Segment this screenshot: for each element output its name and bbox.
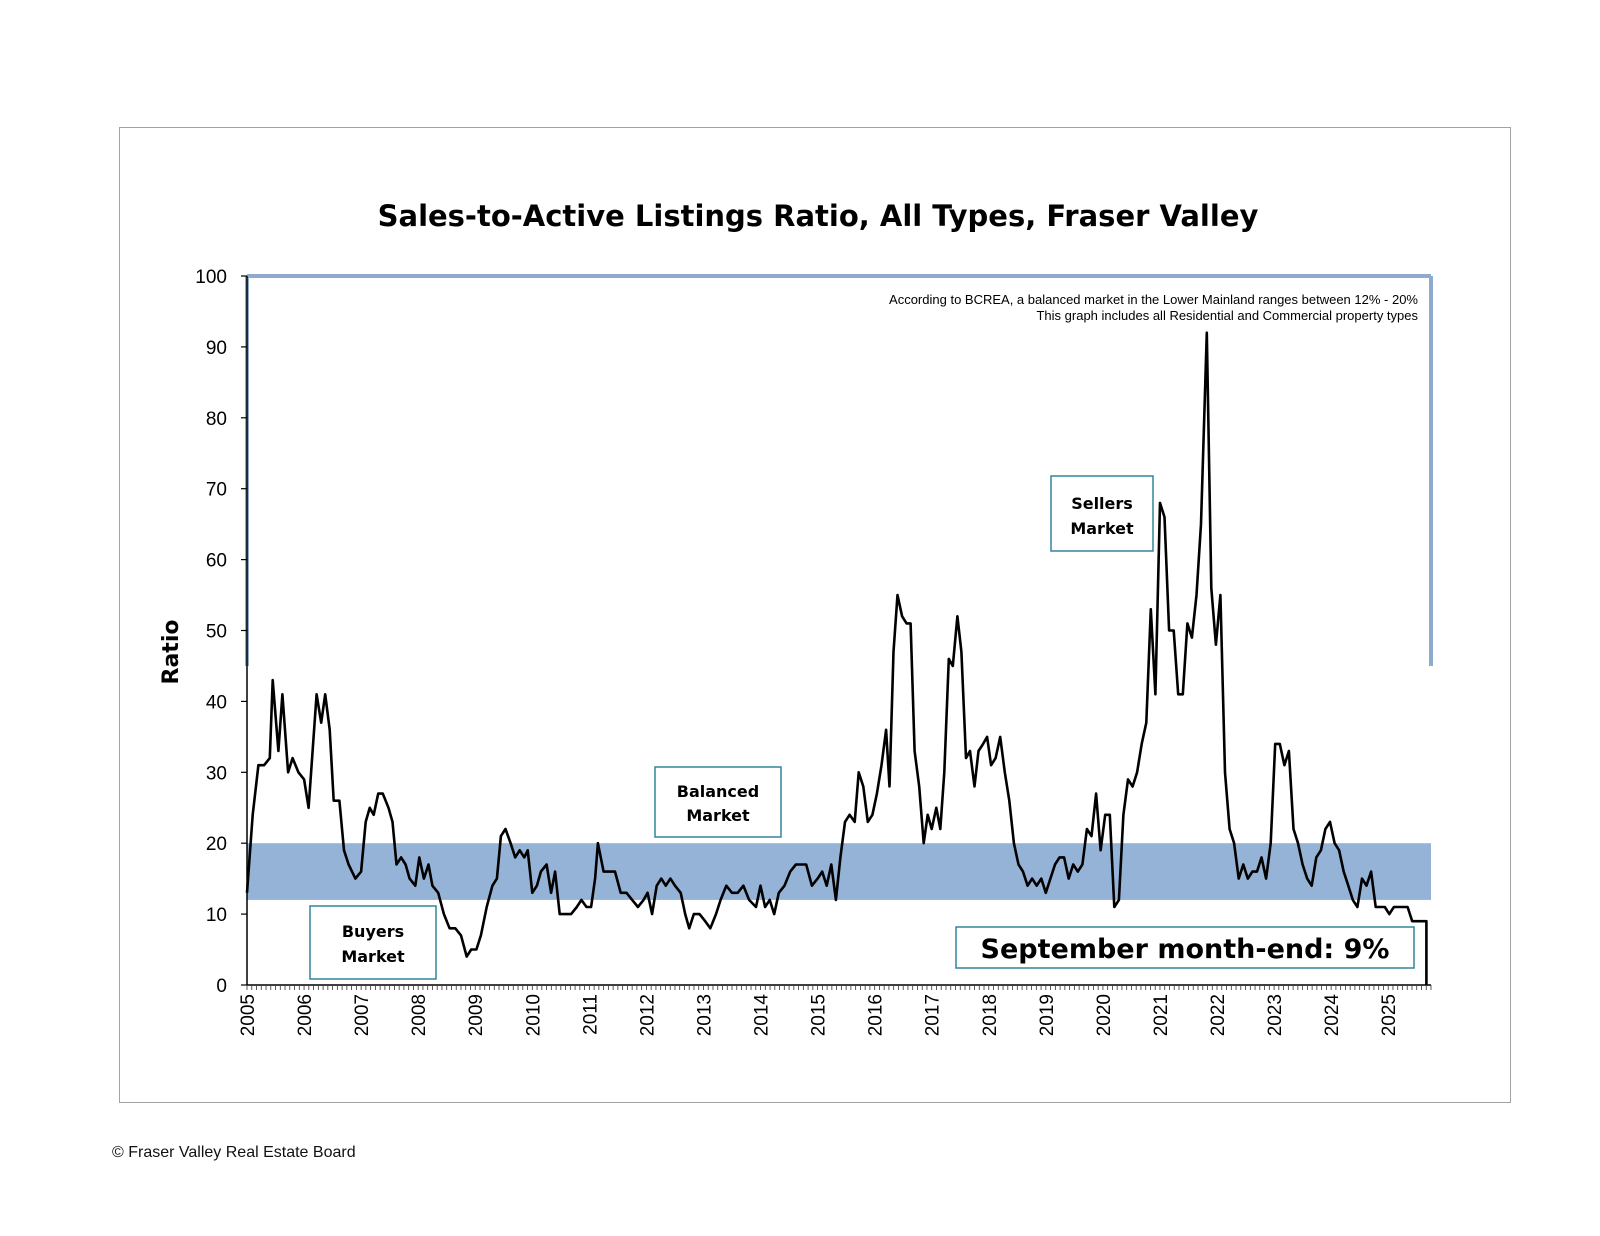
x-tick-label: 2022 (1208, 994, 1229, 1036)
balanced-market-label-line1: Balanced (677, 782, 759, 801)
y-tick-label: 30 (206, 763, 227, 784)
y-tick-label: 20 (206, 834, 227, 855)
y-tick-label: 40 (206, 692, 227, 713)
x-tick-label: 2018 (980, 994, 1001, 1036)
x-tick-label: 2011 (580, 994, 601, 1035)
y-tick-label: 90 (206, 338, 227, 359)
y-tick-label: 80 (206, 409, 227, 430)
y-tick-label: 10 (206, 905, 227, 926)
balanced-market-label-line2: Market (686, 806, 750, 825)
x-tick-label: 2007 (352, 994, 373, 1036)
sellers-market-label-line1: Sellers (1071, 494, 1133, 513)
chart-frame (119, 127, 1511, 1103)
month-end-callout: September month-end: 9% (955, 926, 1415, 969)
note-property-types: This graph includes all Residential and … (1036, 308, 1418, 323)
x-tick-label: 2009 (466, 994, 487, 1036)
note-balanced-range: According to BCREA, a balanced market in… (889, 292, 1418, 307)
y-tick-label: 50 (206, 622, 227, 643)
x-tick-label: 2019 (1037, 994, 1058, 1036)
month-end-callout-text: September month-end: 9% (981, 934, 1390, 965)
buyers-market-label-line1: Buyers (342, 922, 404, 941)
x-tick-label: 2005 (238, 994, 259, 1036)
x-tick-label: 2021 (1151, 994, 1172, 1036)
balanced-market-box: Balanced Market (654, 766, 782, 838)
sellers-market-label-line2: Market (1070, 519, 1134, 538)
y-tick-label: 60 (206, 551, 227, 572)
y-tick-label: 100 (195, 267, 227, 288)
plot-border (245, 274, 1433, 666)
x-tick-label: 2014 (752, 994, 773, 1037)
x-tick-label: 2017 (923, 994, 944, 1036)
y-axis-label: Ratio (159, 620, 184, 685)
x-tick-label: 2024 (1322, 994, 1343, 1037)
sellers-market-box: Sellers Market (1050, 475, 1154, 552)
x-tick-label: 2016 (866, 994, 887, 1036)
x-tick-label: 2010 (523, 994, 544, 1036)
x-tick-label: 2013 (694, 994, 715, 1036)
y-tick-label: 0 (216, 976, 227, 997)
x-tick-label: 2025 (1379, 994, 1400, 1036)
y-tick-label: 70 (206, 480, 227, 501)
buyers-market-label-line2: Market (341, 947, 405, 966)
x-tick-label: 2023 (1265, 994, 1286, 1036)
series-line (245, 331, 1428, 985)
x-tick-label: 2015 (809, 994, 830, 1036)
x-tick-label: 2006 (295, 994, 316, 1036)
x-tick-label: 2012 (637, 994, 658, 1036)
x-axis: 2005 2006 2007 2008 2009 2010 2011 2012 2013 2014… (238, 984, 1432, 1037)
copyright-footer: © Fraser Valley Real Estate Board (112, 1144, 356, 1161)
chart-title: Sales-to-Active Listings Ratio, All Type… (378, 199, 1259, 233)
x-tick-label: 2008 (409, 994, 430, 1036)
buyers-market-box: Buyers Market (309, 905, 437, 980)
x-tick-label: 2020 (1094, 994, 1115, 1036)
y-axis: 0 10 20 30 40 50 60 70 80 90 100 (195, 267, 248, 997)
